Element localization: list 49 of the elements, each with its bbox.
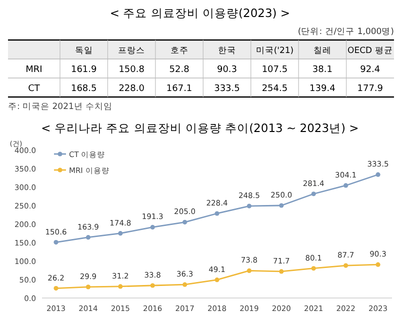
category-label: 호주 (170, 46, 188, 56)
point (246, 268, 252, 273)
point (182, 282, 188, 287)
data-label: 161.9 (70, 65, 98, 75)
data-label: 139.4 (310, 84, 336, 94)
point (279, 269, 284, 274)
point (311, 266, 316, 271)
point (311, 192, 316, 196)
data-label: 150.8 (118, 65, 145, 75)
category-label: 프랑스 (118, 46, 146, 56)
point (279, 203, 284, 208)
point (214, 278, 220, 282)
data-label: 333.5 (214, 84, 240, 94)
point (86, 235, 90, 240)
data-label: 177.9 (357, 84, 384, 94)
category-label: 독일 (74, 46, 93, 56)
text: CT (28, 84, 40, 94)
data-label: 92.4 (360, 65, 380, 75)
point (118, 231, 123, 236)
text: (단위: 건/인구 1,000명) (298, 27, 394, 37)
data-label: 228.0 (118, 84, 145, 94)
category-label: 칠레 (313, 46, 332, 56)
point (150, 283, 155, 288)
data-label: 167.1 (166, 84, 192, 94)
text: < 주요 의료장비 이용량(2023) > (110, 6, 290, 20)
data-label: 52.8 (169, 65, 190, 75)
point (118, 284, 123, 289)
point (86, 284, 90, 290)
point (376, 262, 380, 267)
point (344, 183, 348, 188)
data-label: 107.5 (262, 65, 288, 75)
category-label: 한국 (218, 46, 236, 56)
data-label: 90.3 (216, 65, 238, 75)
category-label: OECD 평균 (348, 46, 393, 56)
data-label: 38.1 (312, 65, 332, 75)
point (344, 263, 348, 268)
data-label: 254.5 (262, 84, 288, 94)
data-label: 168.5 (70, 84, 97, 94)
text: MRI (26, 65, 42, 75)
point (246, 204, 252, 208)
text: 주: 미국은 2021년 수치임 (8, 102, 113, 112)
point (214, 211, 220, 216)
point (54, 286, 58, 291)
category-label: 미국('21) (256, 46, 294, 56)
chart-title: < 우리나라 주요 의료장비 이용량 추이(2013 ~ 2023년) > (41, 121, 359, 135)
point (54, 240, 58, 245)
point (376, 172, 380, 177)
point (182, 220, 188, 224)
point (150, 224, 155, 230)
